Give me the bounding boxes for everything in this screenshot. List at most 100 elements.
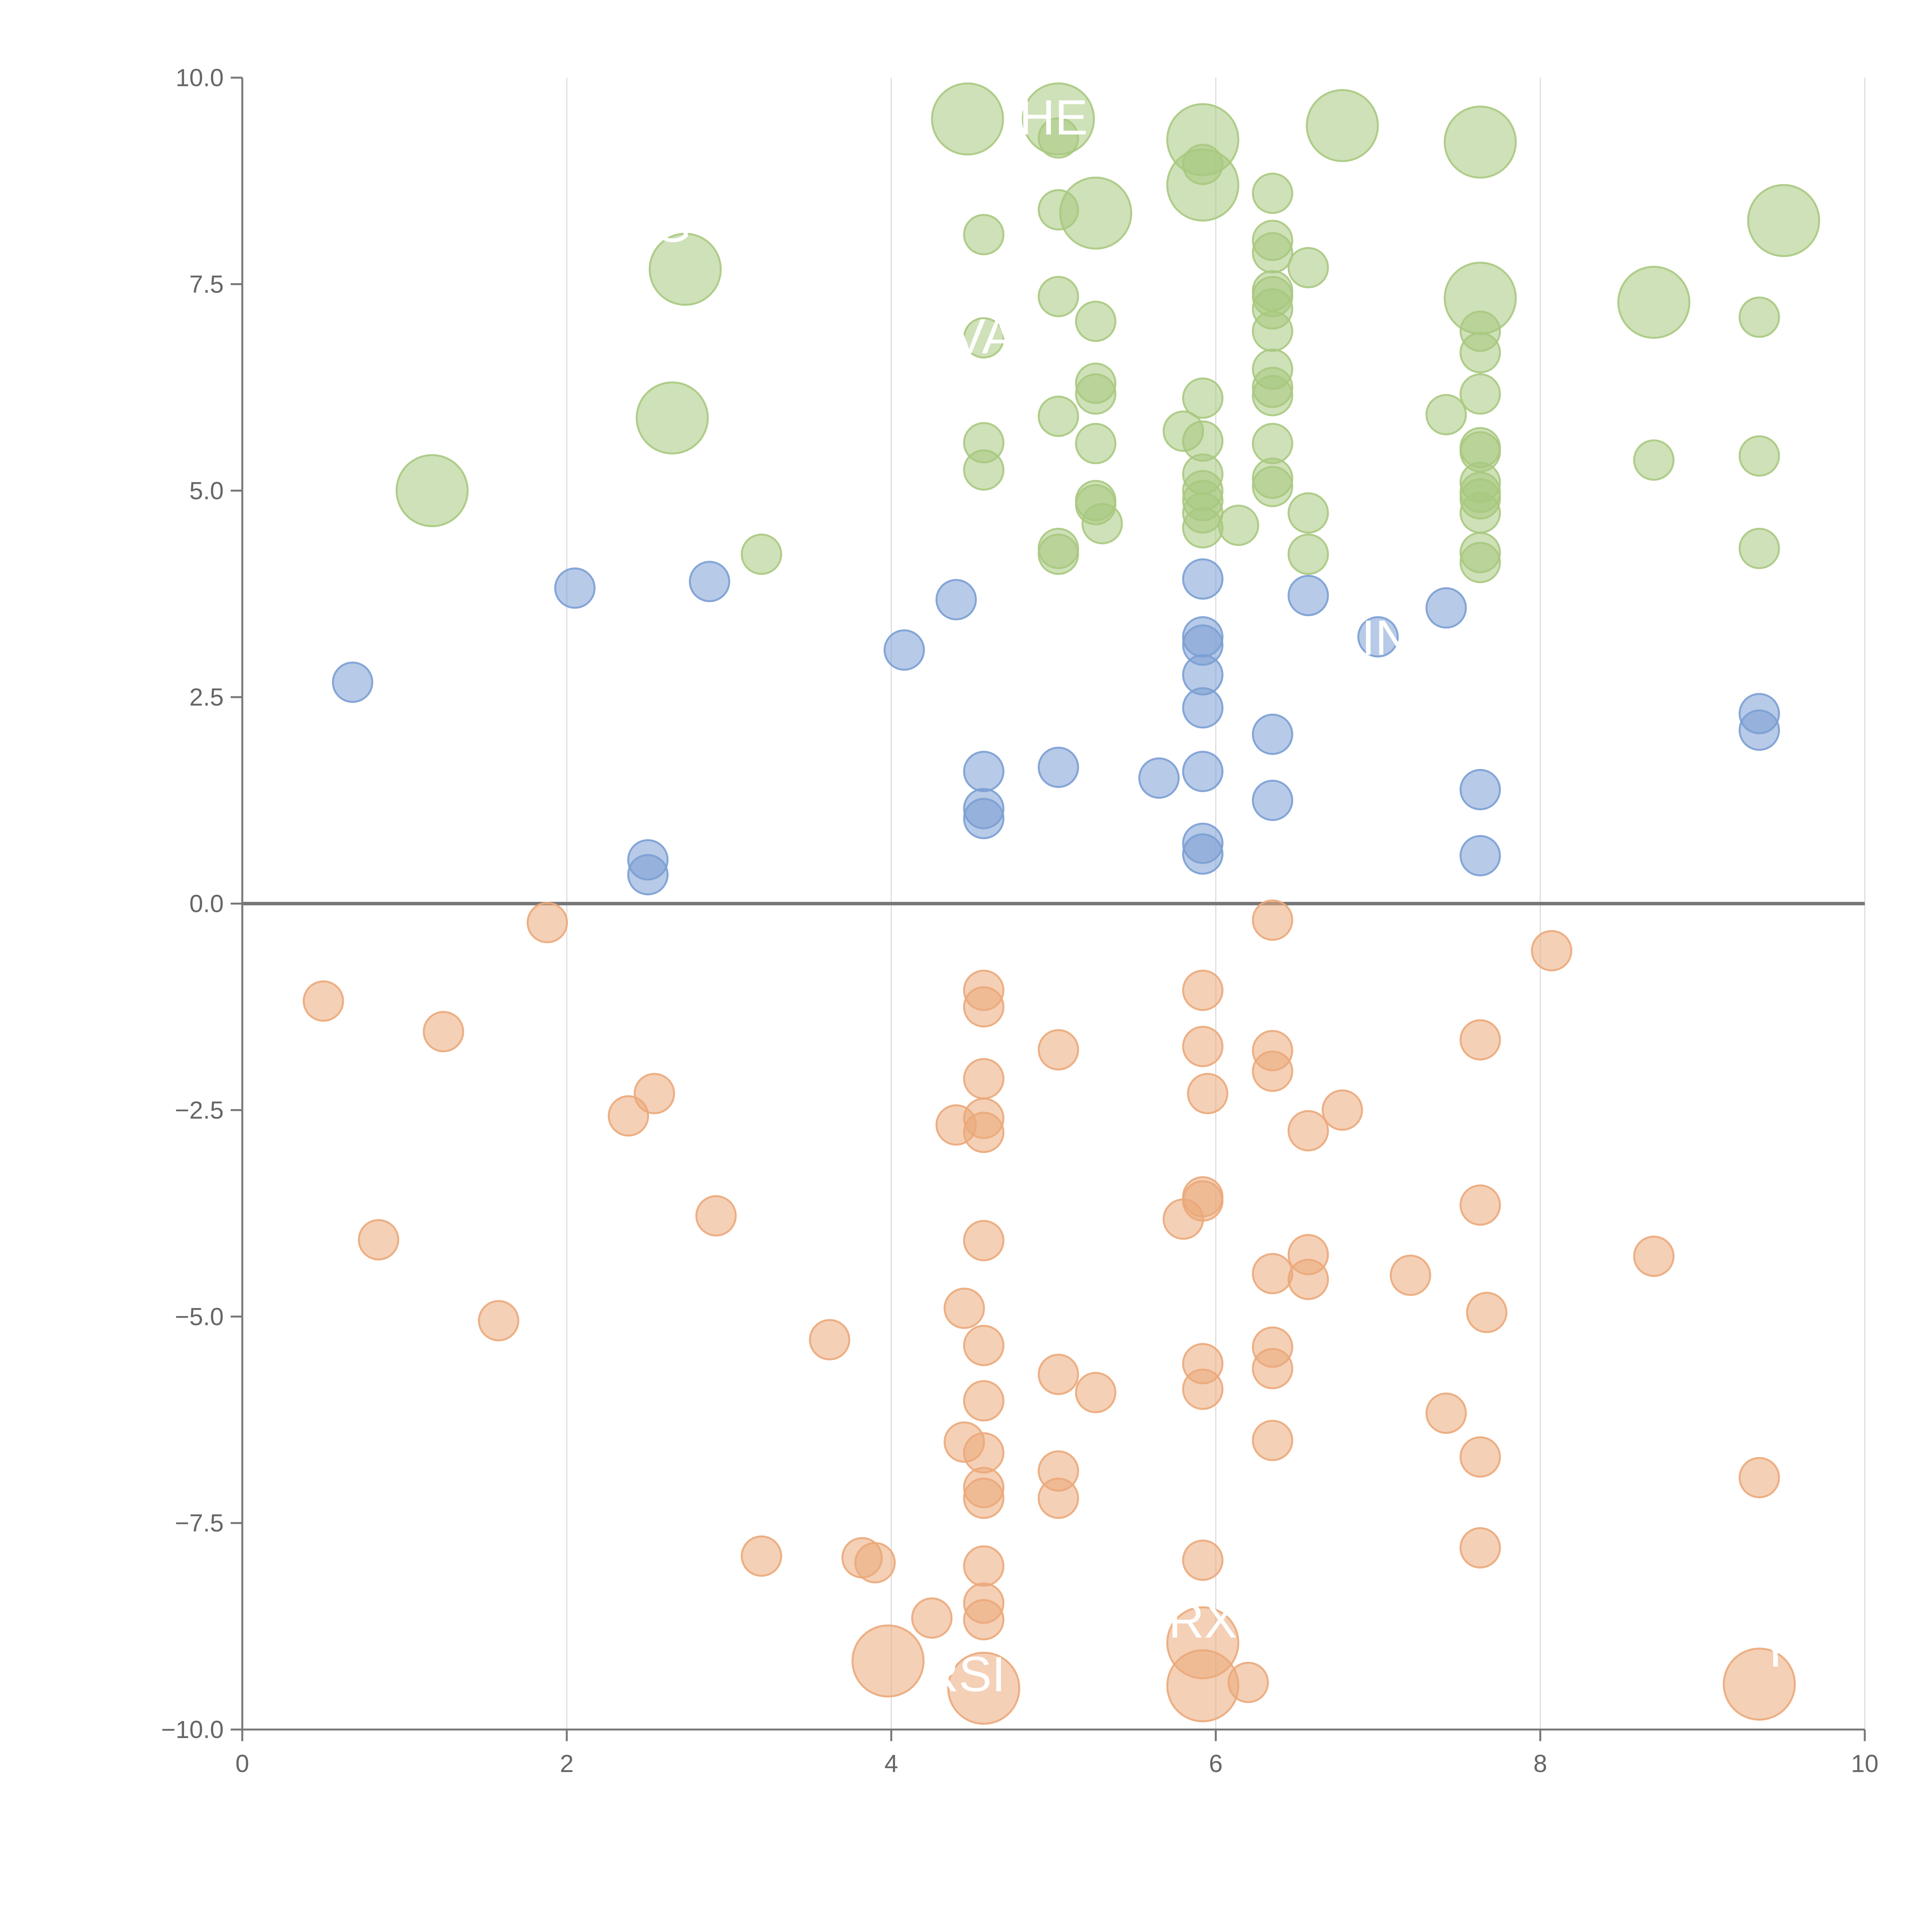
bubble-blue	[963, 798, 1005, 839]
bubble-orange	[1166, 1649, 1240, 1723]
y-tick-label: −5.0	[175, 1303, 224, 1330]
bubble-orange	[1227, 1662, 1269, 1703]
bubble-orange	[1723, 1647, 1796, 1721]
bubble-green	[395, 454, 469, 527]
bubble-orange	[526, 902, 568, 944]
bubble-green	[1182, 377, 1224, 419]
bubble-orange	[963, 1478, 1005, 1519]
x-tick-label: 6	[1209, 1750, 1223, 1777]
bubble-orange	[911, 1597, 953, 1639]
bubble-green	[741, 533, 782, 575]
bubble-green	[1425, 394, 1467, 435]
bubble-orange	[963, 1380, 1005, 1422]
bubble-orange	[1037, 1354, 1079, 1395]
bubble-blue	[1182, 558, 1224, 600]
bubble-green	[1633, 439, 1675, 481]
bubble-orange	[1459, 1527, 1501, 1569]
bubble-blue	[1459, 769, 1501, 811]
bubble-orange	[1321, 1089, 1363, 1131]
bubble-green	[1252, 310, 1293, 352]
bubble-green	[1252, 375, 1293, 417]
bubble-orange	[1389, 1254, 1431, 1296]
y-tick-label: 0.0	[189, 890, 224, 918]
bubble-orange	[1182, 1539, 1224, 1581]
y-tick-label: 2.5	[189, 683, 224, 711]
bubble-label: Y	[1759, 1622, 1792, 1677]
bubble-green	[963, 449, 1005, 491]
bubble-green	[1459, 542, 1501, 583]
bubble-blue	[1138, 757, 1180, 799]
bubble-green	[1037, 533, 1079, 575]
bubble-orange	[963, 1599, 1005, 1641]
bubble-green	[1617, 265, 1690, 339]
bubble-orange	[963, 1112, 1005, 1153]
bubble-orange	[1425, 1392, 1467, 1434]
bubble-label: RX	[1168, 1593, 1237, 1648]
bubble-green	[1218, 505, 1259, 546]
bubble-orange	[947, 1651, 1020, 1725]
bubble-labels: HE G VA IN RX RSI Y	[653, 90, 1792, 1702]
bubble-green	[1459, 373, 1501, 415]
bubble-green	[1252, 423, 1293, 464]
bubble-orange	[1075, 1372, 1117, 1413]
bubble-blue	[1738, 709, 1780, 751]
bubble-orange	[741, 1535, 782, 1577]
bubble-label: RSI	[923, 1647, 1005, 1702]
bubble-orange	[1037, 1029, 1079, 1071]
bubble-blue	[1182, 687, 1224, 729]
bubble-green	[1182, 507, 1224, 549]
x-tick-label: 2	[560, 1750, 574, 1777]
y-tick-label: −2.5	[175, 1096, 224, 1124]
bubble-orange	[303, 980, 344, 1022]
bubble-green	[1252, 232, 1293, 274]
bubble-green	[1287, 533, 1329, 575]
bubble-green	[1459, 492, 1501, 534]
y-tick-label: −7.5	[175, 1509, 224, 1537]
bubble-blue	[554, 567, 596, 609]
bubble-green	[1738, 527, 1780, 569]
bubble-blue	[1037, 747, 1079, 788]
bubble-blue	[1425, 587, 1467, 629]
bubbles	[303, 82, 1820, 1725]
bubble-blue	[627, 854, 669, 896]
bubble-orange	[854, 1542, 896, 1583]
bubble-orange	[1252, 1253, 1293, 1294]
bubble-green	[1252, 466, 1293, 507]
bubble-green	[1747, 184, 1820, 257]
y-tick-label: −10.0	[161, 1716, 224, 1743]
bubble-orange	[695, 1195, 737, 1236]
bubble-green	[963, 214, 1005, 255]
bubble-orange	[963, 1058, 1005, 1100]
bubble-green	[1738, 435, 1780, 477]
bubble-green	[931, 82, 1004, 156]
bubble-orange	[1187, 1073, 1228, 1114]
bubble-orange	[1466, 1292, 1508, 1333]
bubble-green	[1075, 423, 1117, 464]
x-tick-label: 0	[235, 1750, 249, 1777]
bubble-green	[1287, 492, 1329, 534]
y-tick-label: 5.0	[189, 477, 224, 505]
axes: −10.0 −7.5 −5.0 −2.5 0.0 2.5 5.0 7.5 10.0 0 2 4 6 8 10	[161, 64, 1879, 1777]
bubble-orange	[1182, 1180, 1224, 1222]
bubble-blue	[935, 579, 977, 621]
bubble-green	[1459, 332, 1501, 374]
bubble-orange	[358, 1219, 400, 1260]
bubble-green	[1037, 189, 1079, 231]
bubble-label: IN	[1361, 611, 1411, 666]
bubble-blue	[963, 751, 1005, 792]
bubble-orange	[1633, 1235, 1675, 1277]
bubble-orange	[1252, 1348, 1293, 1389]
bubble-green	[1037, 117, 1079, 159]
bubble-blue	[883, 629, 925, 671]
bubble-green	[1182, 143, 1224, 185]
bubble-orange	[1252, 899, 1293, 941]
bubble-green	[1075, 373, 1117, 415]
bubble-orange	[1037, 1478, 1079, 1519]
bubble-green	[636, 381, 709, 455]
bubble-orange	[963, 1432, 1005, 1474]
bubble-label: G	[653, 197, 692, 253]
bubble-orange	[963, 1220, 1005, 1262]
bubble-green	[1037, 276, 1079, 317]
bubble-orange	[944, 1287, 985, 1329]
